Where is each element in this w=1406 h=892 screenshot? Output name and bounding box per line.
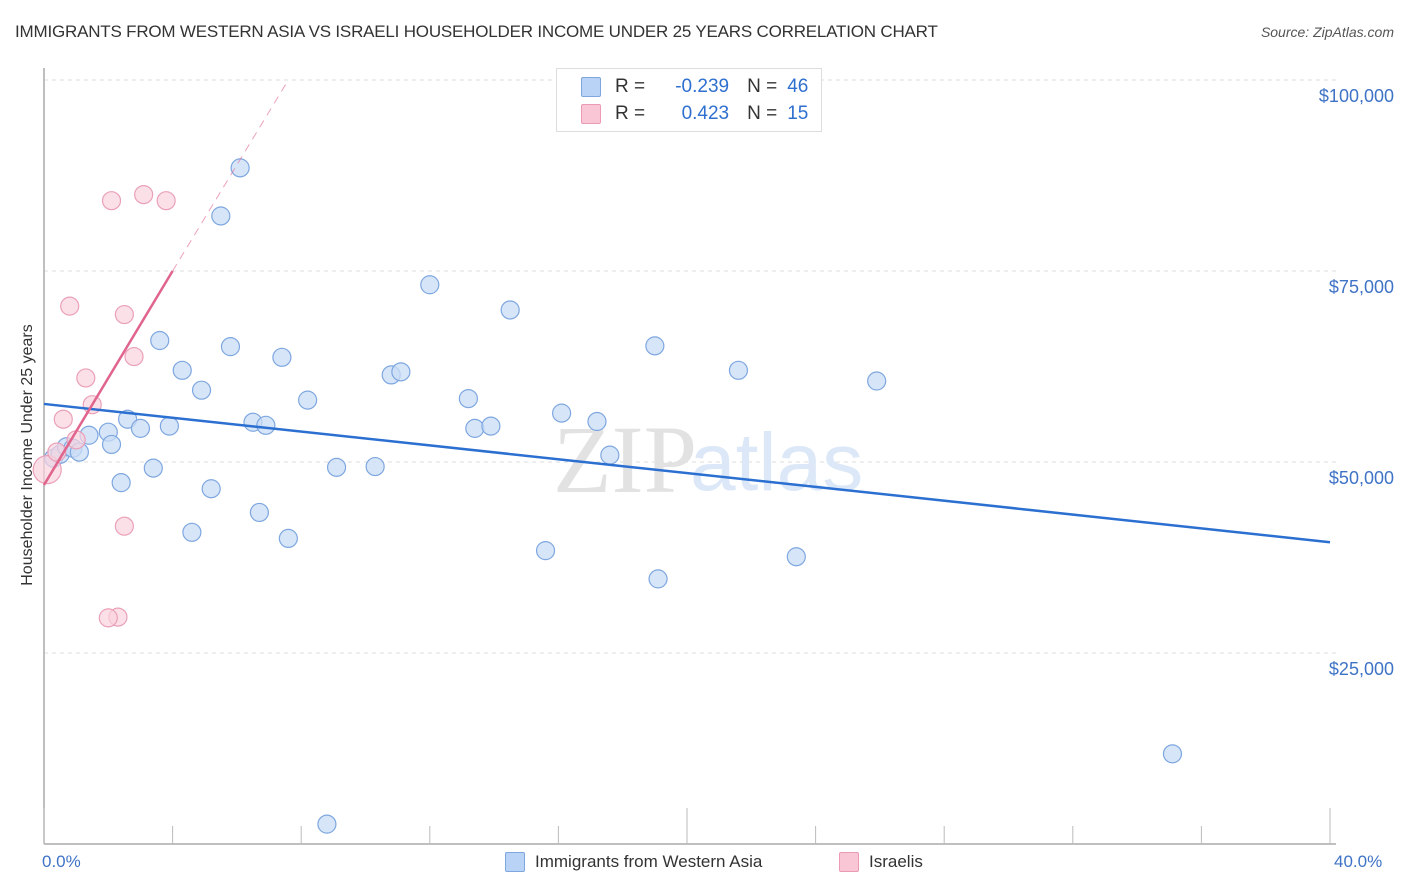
data-point [420,275,440,295]
data-point [645,336,665,356]
y-tick-75000: $75,000 [1328,277,1394,297]
data-point [101,434,122,455]
data-point [53,409,73,429]
data-point [76,368,96,388]
data-point [159,416,179,436]
data-point [130,418,151,438]
watermark-atlas: atlas [690,417,863,508]
data-point [156,191,176,211]
legend-r-value: 0.423 [681,103,730,124]
data-point [298,390,318,410]
legend-n-value: 46 [787,76,809,97]
data-point [172,360,192,380]
source-label: Source: ZipAtlas.com [1260,24,1394,40]
data-point [60,296,80,316]
data-point [32,455,62,485]
trendline-israelis-extension [172,79,289,272]
trendline-immigrants [43,402,1331,544]
series-legend: Immigrants from Western Asia Israelis [0,852,1406,876]
data-point [211,206,231,226]
data-point [1162,744,1183,764]
x-tick-max: 40.0% [1334,852,1383,871]
data-point [587,411,607,432]
legend-n-label: N = [747,103,778,124]
data-point [220,337,241,357]
data-point [391,362,411,382]
y-tick-50000: $50,000 [1328,468,1394,488]
legend-n-label: N = [747,76,778,97]
chart-title: IMMIGRANTS FROM WESTERN ASIA VS ISRAELI … [15,22,938,41]
y-tick-100000: $100,000 [1318,86,1394,106]
data-point [786,547,806,567]
legend-r-label: R = [615,76,646,97]
legend-row-immigrants: R = -0.239 N = 46 [581,75,808,99]
legend-swatch-blue [505,852,525,872]
data-point [317,814,337,834]
data-point [124,346,144,367]
legend-n-value: 15 [787,103,809,124]
data-point [143,458,163,478]
legend-swatch-blue [581,77,601,97]
legend-label: Israelis [869,852,923,871]
watermark: ZIP atlas [553,406,863,513]
data-point [230,158,250,178]
data-point [552,403,572,423]
x-tick-min: 0.0% [42,852,81,871]
data-point [101,191,122,211]
data-point [256,415,276,435]
data-point [114,516,134,536]
watermark-zip: ZIP [553,406,697,513]
legend-row-israelis: R = 0.423 N = 15 [581,102,808,126]
data-point [150,330,170,351]
data-point [535,541,556,561]
data-point [191,380,212,400]
data-point [458,388,478,409]
data-point [278,528,298,549]
data-point [648,569,668,589]
y-tick-25000: $25,000 [1328,659,1394,679]
data-point [600,445,620,465]
data-point [134,185,154,205]
legend-r-value: -0.239 [675,76,730,97]
data-point [500,300,520,320]
data-point [272,347,292,367]
data-point [481,416,501,436]
data-point [867,371,887,391]
data-point [326,457,347,477]
legend-item-immigrants[interactable]: Immigrants from Western Asia [505,852,762,872]
data-point [182,522,202,542]
correlation-legend: R = -0.239 N = 46 R = 0.423 N = 15 [556,68,822,132]
trendline-israelis [42,270,174,486]
data-point [365,456,385,477]
data-point [201,479,221,499]
data-point [728,360,749,380]
legend-item-israelis[interactable]: Israelis [839,852,923,872]
data-point [114,304,134,325]
trendlines [42,79,1331,544]
y-axis-label: Householder Income Under 25 years [19,324,36,586]
legend-label: Immigrants from Western Asia [535,852,763,871]
data-point [465,418,485,438]
data-point [249,502,270,523]
legend-r-label: R = [615,103,646,124]
legend-swatch-pink [581,104,601,124]
data-point [98,608,118,628]
legend-swatch-pink [839,852,859,872]
data-point [111,473,131,493]
